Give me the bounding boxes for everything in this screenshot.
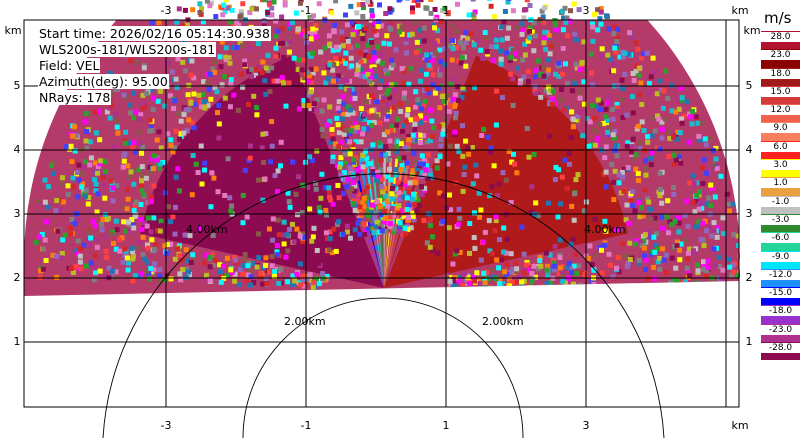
colorbar-tick-label: 9.0 <box>761 123 800 134</box>
range-ring-label: 2.00km <box>284 315 326 328</box>
start-time-text: Start time: 2026/02/16 05:14:30.938 <box>38 26 271 41</box>
colorbar-swatch: -6.0 <box>761 232 800 251</box>
colorbar-tick-label: -18.0 <box>761 306 800 317</box>
colorbar-swatch: 18.0 <box>761 67 800 86</box>
colorbar-tick-label: 12.0 <box>761 105 800 116</box>
colorbar-tick-label: 1.0 <box>761 178 800 189</box>
x-tick-label-bottom: -1 <box>301 419 312 432</box>
x-tick-label-top: 3 <box>583 4 590 17</box>
range-rings: 2.00km 2.00km 4.00km 4.00km <box>102 173 665 438</box>
axis-unit-label: km <box>731 419 748 432</box>
colorbar-swatch: 1.0 <box>761 177 800 196</box>
axis-unit-label: km <box>743 24 760 37</box>
colorbar-swatch: -3.0 <box>761 213 800 233</box>
y-tick-label-right: 2 <box>746 271 753 284</box>
colorbar-tick-label: -9.0 <box>761 251 800 262</box>
range-ring-label: 4.00km <box>186 223 228 236</box>
velocity-colorbar: 28.0 23.0 18.0 15.0 12.0 9.0 6.0 3.0 1.0 -1.0 -3.0… <box>761 31 800 397</box>
axis-unit-label: km <box>731 4 748 17</box>
colorbar-tick-label: 23.0 <box>761 50 800 61</box>
y-tick-label-right: 1 <box>746 335 753 348</box>
x-tick-label-bottom: 3 <box>583 419 590 432</box>
station-text: WLS200s-181/WLS200s-181 <box>38 42 217 57</box>
colorbar-swatch: -9.0 <box>761 250 800 269</box>
colorbar-tick-label: 15.0 <box>761 86 800 97</box>
colorbar-tick-label: -3.0 <box>761 214 800 225</box>
colorbar-swatch: 12.0 <box>761 104 800 123</box>
x-tick-label-bottom: 1 <box>443 419 450 432</box>
colorbar-tick-label: -15.0 <box>761 288 800 299</box>
colorbar-swatch: 28.0 <box>761 31 800 50</box>
colorbar-tick-label: -1.0 <box>761 196 800 207</box>
radar-info-panel: Start time: 2026/02/16 05:14:30.938 WLS2… <box>38 26 271 106</box>
x-tick-label-top: -1 <box>301 4 312 17</box>
colorbar-swatch: 3.0 <box>761 159 800 178</box>
y-tick-label-left: 4 <box>14 143 21 156</box>
y-tick-label-right: 4 <box>746 143 753 156</box>
axis-tick-labels: -3 -3 -1 -1 1 1 3 3 5 5 4 4 3 3 2 2 1 1 km km km km <box>4 4 760 432</box>
colorbar-tick-label: 6.0 <box>761 141 800 152</box>
colorbar-swatch: -23.0 <box>761 323 800 343</box>
axis-unit-label: km <box>4 24 21 37</box>
colorbar-swatch: 6.0 <box>761 140 800 160</box>
y-tick-label-left: 1 <box>14 335 21 348</box>
colorbar-swatch: -28.0 <box>761 342 800 361</box>
x-tick-label-top: 1 <box>443 4 450 17</box>
colorbar-swatch: -1.0 <box>761 195 800 214</box>
field-text: Field: VEL <box>38 58 101 73</box>
range-ring-label: 4.00km <box>584 223 626 236</box>
y-tick-label-right: 3 <box>746 207 753 220</box>
plot-frame <box>23 19 740 408</box>
colorbar-swatch: 9.0 <box>761 122 800 141</box>
colorbar-tick-label: 28.0 <box>761 32 800 42</box>
y-tick-label-left: 2 <box>14 271 21 284</box>
colorbar-swatch: -15.0 <box>761 287 800 306</box>
y-tick-label-right: 5 <box>746 79 753 92</box>
x-tick-label-top: -3 <box>161 4 172 17</box>
colorbar-tick-label: 3.0 <box>761 160 800 171</box>
colorbar-swatch: -18.0 <box>761 305 800 324</box>
y-tick-label-left: 3 <box>14 207 21 220</box>
x-tick-label-bottom: -3 <box>161 419 172 432</box>
colorbar-unit: m/s <box>764 9 792 27</box>
colorbar-tick-label: -23.0 <box>761 324 800 335</box>
nrays-text: NRays: 178 <box>38 90 112 105</box>
colorbar-tick-label: -28.0 <box>761 343 800 354</box>
azimuth-text: Azimuth(deg): 95.00 <box>38 74 169 89</box>
colorbar-swatch: -12.0 <box>761 268 800 288</box>
colorbar-swatch: 23.0 <box>761 49 800 68</box>
colorbar-tick-label: -12.0 <box>761 269 800 280</box>
colorbar-tick-label: 18.0 <box>761 68 800 79</box>
y-tick-label-left: 5 <box>14 79 21 92</box>
colorbar-tick-label: -6.0 <box>761 233 800 244</box>
colorbar-swatch: 15.0 <box>761 85 800 105</box>
range-ring-label: 2.00km <box>482 315 524 328</box>
